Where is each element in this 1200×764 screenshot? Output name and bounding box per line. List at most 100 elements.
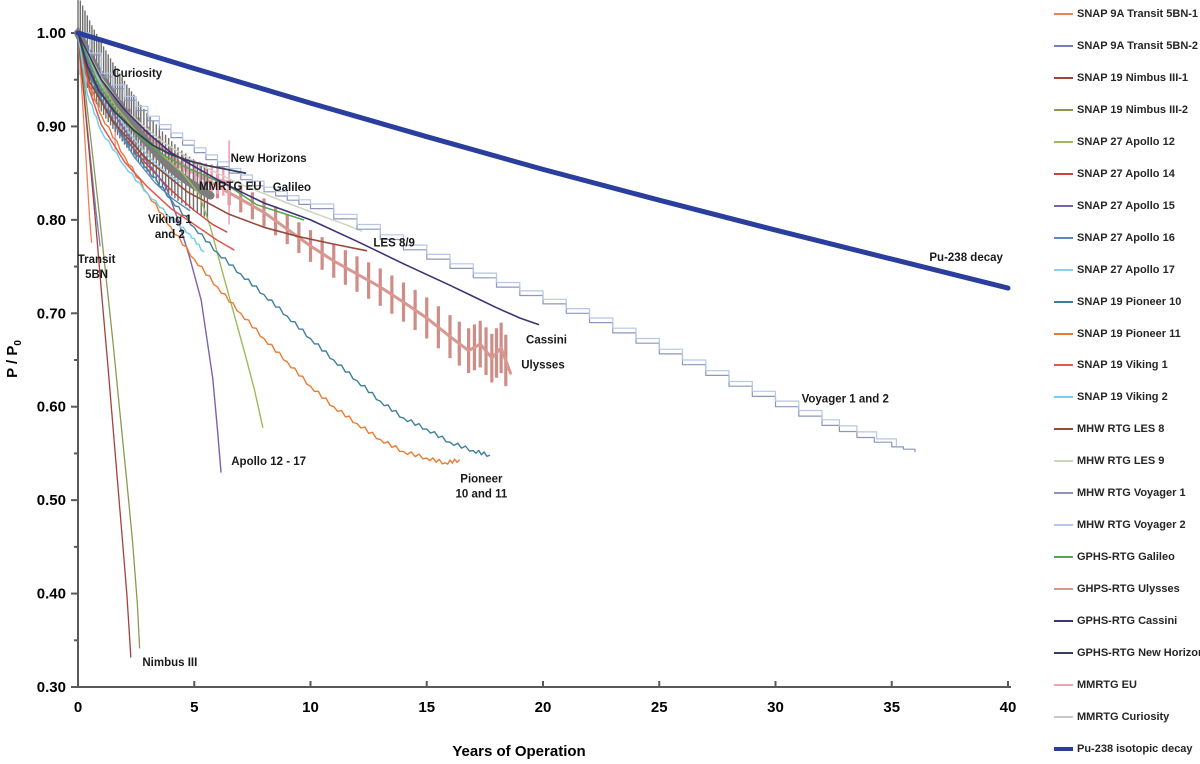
series-snap-19-viking-1 (77, 32, 235, 251)
x-axis-title: Years of Operation (452, 743, 586, 760)
legend-line-swatch (1054, 13, 1073, 15)
legend-label: SNAP 27 Apollo 12 (1077, 135, 1175, 148)
legend-label: SNAP 27 Apollo 14 (1077, 167, 1175, 180)
legend-item-snap-27-apollo-15: SNAP 27 Apollo 15 (1054, 196, 1175, 216)
chart-legend: SNAP 9A Transit 5BN-1 SNAP 9A Transit 5BN… (1040, 0, 1200, 764)
legend-label: MHW RTG Voyager 2 (1077, 519, 1186, 532)
legend-label: SNAP 19 Pioneer 11 (1077, 327, 1181, 340)
x-tick-label: 30 (767, 699, 784, 716)
legend-line-swatch (1054, 588, 1073, 591)
legend-item-snap-27-apollo-12: SNAP 27 Apollo 12 (1054, 132, 1175, 152)
legend-item-gphs-rtg-galileo: GPHS-RTG Galileo (1054, 547, 1175, 567)
series-gphs-rtg-galileo (77, 32, 305, 221)
x-tick-label: 35 (883, 699, 900, 716)
annotation-viking-1-2: Viking 1 and 2 (148, 214, 192, 241)
legend-line-swatch (1054, 683, 1073, 686)
legend-label: MMRTG EU (1077, 678, 1137, 691)
legend-line-swatch (1054, 236, 1073, 239)
legend-line-swatch (1054, 44, 1073, 47)
legend-label: SNAP 9A Transit 5BN-2 (1077, 39, 1199, 52)
legend-line-swatch (1054, 460, 1073, 463)
legend-label: SNAP 27 Apollo 15 (1077, 199, 1175, 212)
legend-item-mmrtg-eu: MMRTG EU (1054, 675, 1137, 695)
legend-line-swatch (1054, 746, 1073, 751)
legend-item-mhw-rtg-voyager-1: MHW RTG Voyager 1 (1054, 483, 1186, 503)
legend-line-swatch (1054, 396, 1073, 399)
series-gphs-rtg-cassini (77, 32, 540, 326)
annotation-voyager-1-2: Voyager 1 and 2 (802, 393, 889, 405)
tick-labels: 1.00 0.90 0.80 0.70 0.60 0.50 0.40 0.30 0 5 10 15 20… (37, 25, 1017, 716)
error-bars-ghps-rtg-ulysses (76, 28, 508, 387)
legend-label: MMRTG Curiosity (1077, 710, 1170, 723)
series-snap-19-nimbus-iii-1 (77, 32, 132, 658)
annotation-pu-238-decay: Pu-238 decay (929, 252, 1003, 264)
legend-line-swatch (1054, 140, 1073, 143)
series-gphs-rtg-new-horizons (77, 32, 247, 174)
annotation-galileo: Galileo (273, 182, 311, 194)
y-tick-label: 0.90 (37, 118, 66, 135)
legend-line-swatch (1054, 108, 1073, 111)
legend-line-swatch (1054, 204, 1073, 207)
x-tick-label: 10 (302, 699, 319, 716)
legend-label: MHW RTG Voyager 1 (1077, 487, 1186, 500)
series-mhw-rtg-les-8 (77, 32, 368, 252)
y-tick-label: 0.50 (37, 492, 66, 509)
legend-item-snap-19-viking-2: SNAP 19 Viking 2 (1054, 387, 1168, 407)
x-tick-label: 25 (651, 699, 668, 716)
legend-label: GHPS-RTG Ulysses (1077, 583, 1180, 596)
series-snap-27-apollo-12 (77, 32, 264, 428)
legend-label: MHW RTG LES 9 (1077, 455, 1165, 468)
series-mhw-rtg-voyager-1 (77, 32, 916, 453)
annotation-mmrtg-eu: MMRTG EU (199, 181, 262, 193)
legend-label: SNAP 19 Nimbus III-2 (1077, 103, 1189, 116)
legend-item-snap-27-apollo-16: SNAP 27 Apollo 16 (1054, 228, 1175, 248)
annotation-ulysses: Ulysses (521, 360, 564, 372)
legend-item-snap-19-pioneer-10: SNAP 19 Pioneer 10 (1054, 292, 1181, 312)
legend-line-swatch (1054, 620, 1073, 623)
y-tick-label: 0.30 (37, 679, 66, 696)
legend-label: SNAP 19 Viking 1 (1077, 359, 1168, 372)
series-snap-9a-transit-5bn-1 (77, 32, 93, 243)
legend-line-swatch (1054, 268, 1073, 271)
legend-item-mmrtg-curiosity: MMRTG Curiosity (1054, 707, 1169, 727)
legend-item-snap-9a-transit-5bn-1: SNAP 9A Transit 5BN-1 (1054, 4, 1198, 24)
legend-label: SNAP 9A Transit 5BN-1 (1077, 8, 1199, 20)
annotation-apollo-12-17: Apollo 12 - 17 (231, 456, 306, 468)
legend-item-snap-9a-transit-5bn-2: SNAP 9A Transit 5BN-2 (1054, 36, 1198, 56)
legend-label: MHW RTG LES 8 (1077, 423, 1165, 436)
legend-line-swatch (1054, 492, 1073, 495)
series-snap-19-pioneer-10 (77, 32, 491, 457)
series-ghps-rtg-ulysses (76, 28, 512, 387)
legend-label: SNAP 19 Pioneer 10 (1077, 295, 1182, 308)
annotations: Curiosity New Horizons MMRTG EU Galileo Viki… (78, 68, 1004, 669)
legend-line-swatch (1054, 172, 1073, 175)
legend-label: SNAP 27 Apollo 17 (1077, 263, 1175, 276)
legend-item-mhw-rtg-les-9: MHW RTG LES 9 (1054, 451, 1164, 471)
y-tick-label: 0.40 (37, 586, 66, 603)
legend-line-swatch (1054, 332, 1073, 335)
legend-line-swatch (1054, 428, 1073, 431)
legend-line-swatch (1054, 364, 1073, 367)
annotation-curiosity: Curiosity (112, 68, 162, 80)
annotation-pioneer-10-11: Pioneer 10 and 11 (455, 474, 507, 501)
series-pu-238-isotopic-decay (75, 30, 1011, 291)
annotation-cassini: Cassini (526, 334, 567, 346)
series-snap-19-pioneer-11 (77, 32, 460, 465)
legend-item-gphs-rtg-new-horizons: GPHS-RTG New Horizons (1054, 643, 1200, 663)
legend-label: Pu-238 isotopic decay (1077, 742, 1193, 755)
legend-label: GPHS-RTG Galileo (1077, 551, 1175, 564)
legend-label: SNAP 27 Apollo 16 (1077, 231, 1175, 244)
legend-item-ghps-rtg-ulysses: GHPS-RTG Ulysses (1054, 579, 1180, 599)
legend-item-pu-238-isotopic-decay: Pu-238 isotopic decay (1054, 739, 1193, 759)
legend-line-swatch (1054, 76, 1073, 79)
x-tick-label: 40 (1000, 699, 1017, 716)
chart-plot-area: 1.00 0.90 0.80 0.70 0.60 0.50 0.40 0.30 0 5 10 15 20… (37, 0, 1017, 716)
legend-label: GPHS-RTG Cassini (1077, 615, 1178, 628)
x-tick-label: 15 (418, 699, 435, 716)
series-snap-27-apollo-15 (77, 32, 222, 473)
legend-item-gphs-rtg-cassini: GPHS-RTG Cassini (1054, 611, 1177, 631)
legend-line-swatch (1054, 300, 1073, 303)
legend-label: GPHS-RTG New Horizons (1077, 647, 1200, 659)
legend-item-snap-27-apollo-17: SNAP 27 Apollo 17 (1054, 260, 1175, 280)
